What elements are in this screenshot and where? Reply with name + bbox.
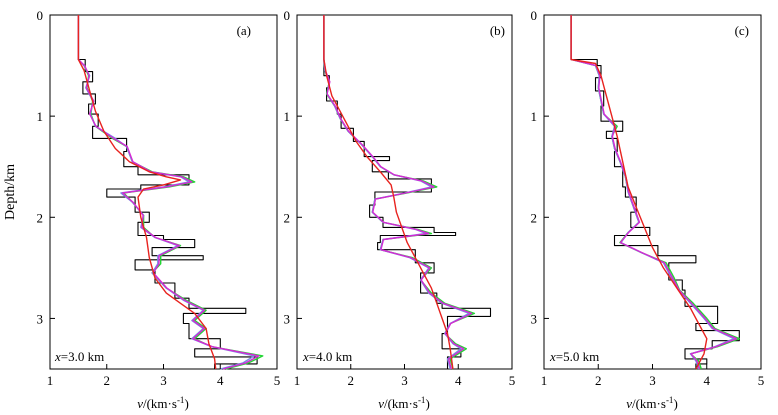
panel-c-xtick-label-1: 1 [541, 373, 548, 388]
x-axis-label-c-var: v [626, 396, 632, 411]
x-axis-label-c-close: ) [673, 396, 677, 411]
panel-a-black-model-line [77, 15, 258, 369]
panel-a-blue-model-line [77, 15, 256, 370]
panel-b-red-model-line [323, 15, 454, 370]
panel-c-black-model-line [570, 15, 740, 369]
panel-c-xtick-label-3: 3 [649, 373, 656, 388]
x-axis-label-a-exp: -1 [177, 395, 185, 405]
panel-a-annotation-var: x [54, 349, 61, 364]
panel-c-label: (c) [735, 23, 749, 38]
panel-a-xtick-label-5: 5 [274, 373, 281, 388]
panel-c-ticks: 1 2 3 4 5 0 1 2 3 [531, 8, 765, 388]
panel-c: 1 2 3 4 5 0 1 2 3 (c) x=5.0 km [531, 8, 765, 388]
x-axis-label-b-unit: /(km·s [384, 396, 418, 411]
panel-a-annotation: x=3.0 km [54, 349, 104, 364]
panel-a-ytick-label-0: 0 [37, 8, 44, 23]
panel-a-label: (a) [237, 23, 251, 38]
x-axis-label-b-close: ) [425, 396, 429, 411]
y-axis-label: Depth/km [3, 164, 18, 220]
panel-c-frame [543, 14, 762, 370]
panel-a: 1 2 3 4 5 0 1 2 3 (a) x=3.0 km [37, 8, 281, 388]
panel-a-xtick-label-2: 2 [104, 373, 111, 388]
panel-c-ytick-label-1: 1 [531, 109, 538, 124]
x-axis-label-a-var: v [137, 396, 143, 411]
x-axis-label-a-unit: /(km·s [143, 396, 177, 411]
panel-c-annotation-value: =5.0 km [556, 349, 599, 364]
panel-a-red-model-line [77, 15, 217, 370]
panel-c-ytick-label-0: 0 [531, 8, 538, 23]
panel-b-series [323, 15, 492, 370]
panel-b-ytick-label-3: 3 [284, 311, 291, 326]
panel-a-xtick-label-1: 1 [47, 373, 54, 388]
x-axis-label-b-exp: -1 [418, 395, 426, 405]
panel-a-xtick-label-4: 4 [217, 373, 224, 388]
panel-c-series [570, 15, 740, 370]
x-axis-label-c-exp: -1 [666, 395, 674, 405]
panel-b-annotation-var: x [302, 349, 309, 364]
panel-b-ytick-label-1: 1 [284, 109, 291, 124]
panel-b-magenta-model-line [323, 15, 473, 370]
panel-c-ytick-label-2: 2 [531, 210, 538, 225]
panel-c-ytick-label-3: 3 [531, 311, 538, 326]
panel-b-xtick-label-1: 1 [294, 373, 301, 388]
x-axis-label-c-unit: /(km·s [632, 396, 666, 411]
panel-c-xtick-label-2: 2 [595, 373, 602, 388]
panel-a-ytick-label-3: 3 [37, 311, 44, 326]
panel-b-xtick-label-3: 3 [401, 373, 408, 388]
panel-a-frame [49, 14, 278, 370]
panel-b-annotation-value: =4.0 km [309, 349, 352, 364]
panel-a-series [77, 15, 264, 370]
panel-c-annotation: x=5.0 km [549, 349, 599, 364]
panel-a-magenta-model-line [77, 15, 260, 370]
panel-b-xtick-label-2: 2 [348, 373, 355, 388]
panel-b-xtick-label-4: 4 [455, 373, 462, 388]
panel-b-ytick-label-0: 0 [284, 8, 291, 23]
panel-b-xtick-label-5: 5 [509, 373, 516, 388]
x-axis-label-a-close: ) [184, 396, 188, 411]
panel-a-green-model-line [77, 15, 264, 370]
panel-c-xtick-label-5: 5 [758, 373, 765, 388]
panel-a-annotation-value: =3.0 km [61, 349, 104, 364]
x-axis-label-a: v/(km·s-1) [137, 395, 189, 411]
panel-b-ytick-label-2: 2 [284, 210, 291, 225]
panel-c-annotation-var: x [549, 349, 556, 364]
panel-c-magenta-model-line [570, 15, 738, 370]
panel-a-xtick-label-3: 3 [160, 373, 167, 388]
panel-b-ticks: 1 2 3 4 5 0 1 2 3 [284, 8, 516, 388]
panel-a-ytick-label-2: 2 [37, 210, 44, 225]
x-axis-label-b: v/(km·s-1) [378, 395, 430, 411]
panel-a-ticks: 1 2 3 4 5 0 1 2 3 [37, 8, 281, 388]
panel-c-xtick-label-4: 4 [704, 373, 711, 388]
x-axis-label-c: v/(km·s-1) [626, 395, 678, 411]
panel-b-annotation: x=4.0 km [302, 349, 352, 364]
panel-b: 1 2 3 4 5 0 1 2 3 (b) x=4.0 km [284, 8, 516, 388]
panel-c-blue-model-line [570, 15, 735, 370]
panel-c-red-model-line [570, 15, 708, 370]
panel-a-ytick-label-1: 1 [37, 109, 44, 124]
panel-b-label: (b) [490, 23, 505, 38]
x-axis-label-b-var: v [378, 396, 384, 411]
